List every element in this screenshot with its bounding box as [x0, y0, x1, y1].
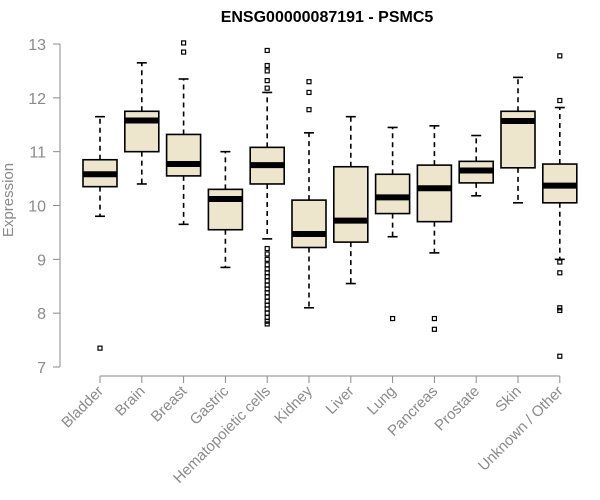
- box-group: [500, 76, 536, 204]
- x-tick-label: Skin: [492, 383, 525, 416]
- outlier-point: [264, 245, 270, 252]
- box-group: [82, 115, 118, 351]
- outlier-point: [264, 294, 270, 300]
- box-group: [124, 62, 160, 185]
- box-group: [207, 150, 244, 269]
- x-tick-label: Breast: [148, 382, 191, 425]
- y-tick-label: 10: [28, 199, 46, 216]
- y-tick-label: 12: [28, 91, 46, 108]
- outlier-point: [264, 62, 270, 69]
- outlier-point: [557, 97, 563, 104]
- box-group: [541, 53, 578, 359]
- y-axis: 7 8 9 10 11 12 13: [28, 37, 61, 377]
- x-tick-label: Kidney: [271, 382, 316, 427]
- box: [165, 133, 202, 177]
- outlier-point: [264, 278, 270, 284]
- box: [374, 173, 411, 215]
- x-tick-label: Lung: [364, 383, 400, 419]
- box-group: [374, 126, 411, 322]
- outlier-point: [306, 79, 312, 85]
- outlier-point: [557, 353, 563, 359]
- outlier-point: [264, 262, 270, 268]
- box-group: [249, 47, 285, 327]
- outlier-point: [431, 326, 437, 332]
- box: [291, 199, 327, 249]
- y-tick-label: 7: [37, 360, 46, 377]
- outlier-point: [557, 53, 563, 59]
- outlier-point: [264, 68, 270, 74]
- box: [416, 164, 453, 223]
- outlier-point: [264, 256, 270, 262]
- outlier-point: [264, 318, 270, 324]
- outlier-point: [557, 270, 563, 276]
- outlier-point: [264, 78, 270, 84]
- x-tick-label: Prostate: [431, 383, 483, 435]
- outlier-point: [181, 49, 187, 55]
- box: [207, 188, 244, 231]
- outlier-point: [557, 307, 563, 314]
- outlier-point: [306, 89, 312, 96]
- box: [332, 165, 369, 243]
- y-tick-label: 9: [37, 252, 46, 269]
- outlier-point: [264, 47, 270, 54]
- chart-title: ENSG00000087191 - PSMC5: [221, 9, 434, 26]
- box-group: [291, 79, 327, 309]
- box-group: [458, 134, 495, 197]
- box-group: [165, 40, 202, 226]
- y-tick-label: 11: [29, 145, 46, 162]
- outlier-point: [306, 107, 312, 113]
- box-group: [416, 125, 453, 332]
- outlier-point: [264, 85, 270, 91]
- x-tick-label: Liver: [323, 383, 358, 418]
- outlier-point: [390, 315, 396, 322]
- x-tick-label: Bladder: [58, 383, 107, 432]
- outlier-point: [181, 40, 187, 46]
- box-series: [82, 40, 578, 359]
- outlier-point: [557, 305, 563, 311]
- x-tick-label: Brain: [112, 383, 149, 420]
- outlier-point: [264, 310, 270, 316]
- outlier-point: [557, 259, 563, 265]
- outlier-point: [264, 251, 270, 257]
- box: [124, 110, 160, 153]
- y-tick-label: 13: [28, 37, 46, 54]
- y-axis-label: Expression: [0, 163, 17, 237]
- outlier-point: [431, 315, 437, 322]
- y-tick-label: 8: [37, 306, 46, 323]
- outlier-point: [97, 345, 103, 351]
- outlier-point: [264, 321, 270, 327]
- box-group: [332, 115, 369, 285]
